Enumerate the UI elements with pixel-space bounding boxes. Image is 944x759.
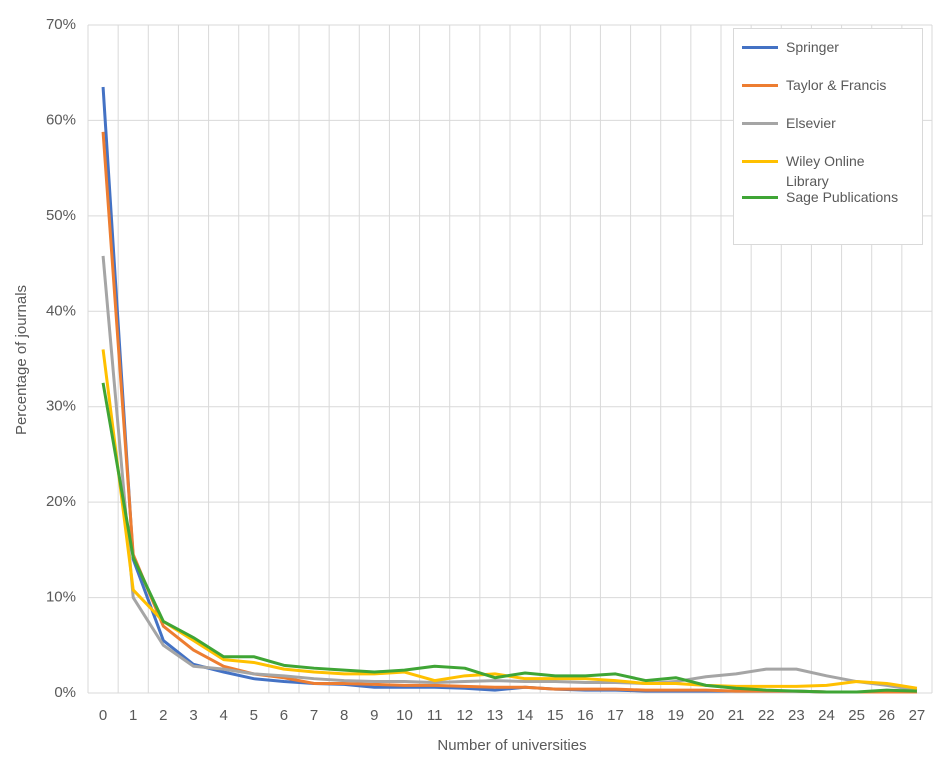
x-tick-label: 18 — [637, 707, 654, 724]
y-tick-label: 10% — [46, 589, 76, 606]
y-tick-label: 30% — [46, 398, 76, 415]
legend-label: Wiley Online Library — [786, 153, 865, 189]
x-axis-label: Number of universities — [437, 737, 586, 754]
y-tick-label: 70% — [46, 16, 76, 33]
x-tick-label: 20 — [698, 707, 715, 724]
x-tick-label: 24 — [818, 707, 835, 724]
x-tick-label: 21 — [728, 707, 745, 724]
x-tick-label: 27 — [909, 707, 926, 724]
legend-swatch — [742, 122, 778, 125]
x-tick-label: 23 — [788, 707, 805, 724]
legend-label: Elsevier — [786, 115, 836, 131]
x-tick-label: 19 — [667, 707, 684, 724]
x-tick-label: 25 — [848, 707, 865, 724]
x-tick-label: 1 — [129, 707, 137, 724]
y-axis-label: Percentage of journals — [13, 285, 30, 435]
legend-item: Sage Publications — [740, 187, 916, 207]
y-tick-label: 40% — [46, 302, 76, 319]
x-tick-label: 10 — [396, 707, 413, 724]
x-tick-label: 13 — [487, 707, 504, 724]
x-tick-label: 9 — [370, 707, 378, 724]
x-tick-label: 4 — [219, 707, 227, 724]
x-tick-label: 3 — [189, 707, 197, 724]
x-tick-label: 0 — [99, 707, 107, 724]
legend-swatch — [742, 160, 778, 163]
line-series — [101, 382, 917, 694]
x-tick-label: 26 — [878, 707, 895, 724]
y-tick-label: 50% — [46, 207, 76, 224]
legend-label: Taylor & Francis — [786, 77, 887, 93]
legend: Springer Taylor & Francis Elsevier Wiley On… — [733, 28, 923, 245]
x-tick-label: 17 — [607, 707, 624, 724]
legend-item: Wiley Online Library — [740, 151, 916, 191]
legend-swatch — [742, 196, 778, 199]
x-tick-label: 22 — [758, 707, 775, 724]
y-tick-label: 0% — [54, 684, 76, 701]
line-series — [101, 255, 918, 692]
x-tick-label: 2 — [159, 707, 167, 724]
legend-label: Sage Publications — [786, 189, 899, 205]
legend-swatch — [742, 84, 778, 87]
x-tick-label: 15 — [547, 707, 564, 724]
y-tick-label: 20% — [46, 493, 76, 510]
x-tick-label: 14 — [517, 707, 534, 724]
legend-swatch — [742, 46, 778, 49]
legend-item: Taylor & Francis — [740, 75, 916, 95]
x-tick-label: 7 — [310, 707, 318, 724]
x-tick-label: 6 — [280, 707, 288, 724]
x-tick-label: 8 — [340, 707, 348, 724]
legend-label: Springer — [786, 39, 839, 55]
legend-item: Springer — [740, 37, 916, 57]
x-tick-label: 11 — [427, 707, 443, 724]
x-tick-label: 16 — [577, 707, 594, 724]
y-tick-label: 60% — [46, 111, 76, 128]
x-tick-label: 12 — [456, 707, 473, 724]
x-tick-label: 5 — [250, 707, 258, 724]
legend-item: Elsevier — [740, 113, 916, 133]
